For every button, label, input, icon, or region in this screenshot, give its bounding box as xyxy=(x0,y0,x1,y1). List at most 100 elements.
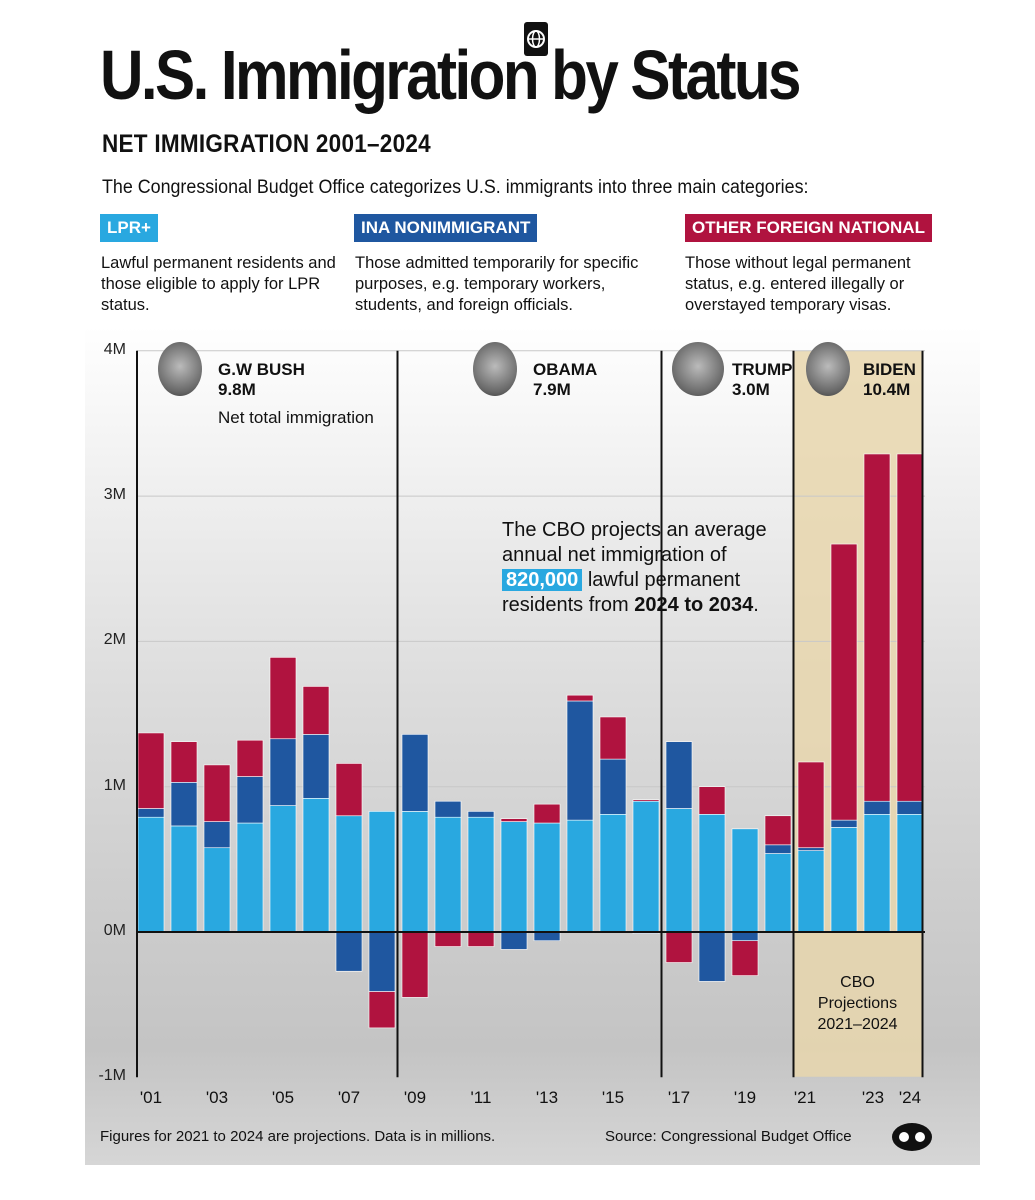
bar-2009-lpr xyxy=(401,811,429,933)
bar-2017-lpr xyxy=(665,808,693,933)
annotation-text: . xyxy=(753,594,759,616)
ina-description: Those admitted temporarily for specific … xyxy=(355,254,639,314)
lpr-description: Lawful permanent residents and those eli… xyxy=(101,254,336,314)
bar-2014-other xyxy=(566,694,594,702)
bar-2015-other xyxy=(599,716,627,760)
president-total: 10.4M xyxy=(863,380,911,399)
total-caption: Net total immigration xyxy=(218,408,374,427)
bar-2010-ina xyxy=(434,800,462,818)
bar-2011-lpr xyxy=(467,816,495,933)
legend-other: OTHER FOREIGN NATIONAL xyxy=(685,214,932,242)
intro-text: The Congressional Budget Office categori… xyxy=(102,177,809,198)
annotation-years: 2024 to 2034 xyxy=(634,594,754,616)
bar-2024-lpr xyxy=(896,814,924,933)
bar-2020-other xyxy=(764,815,792,846)
bar-2022-lpr xyxy=(830,827,858,933)
bar-2017-other xyxy=(665,931,693,963)
projection-label-line: Projections xyxy=(817,995,898,1012)
y-tick-label: 0M xyxy=(103,922,126,939)
bar-2016-lpr xyxy=(632,800,660,933)
bar-2003-ina xyxy=(203,821,231,849)
bar-2019-ina xyxy=(731,931,759,942)
president-total: 7.9M xyxy=(533,380,571,399)
x-tick-label: '11 xyxy=(470,1088,492,1107)
bar-2022-other xyxy=(830,543,858,821)
bar-2012-lpr xyxy=(500,821,528,933)
x-tick-label: '01 xyxy=(139,1088,163,1107)
bar-2017-ina xyxy=(665,741,693,809)
bar-2009-ina xyxy=(401,734,429,812)
x-tick-label: '21 xyxy=(793,1088,817,1107)
y-tick-label: 1M xyxy=(103,776,126,794)
bar-2018-other xyxy=(698,786,726,815)
bar-2009-other xyxy=(401,931,429,998)
footer-note: Figures for 2021 to 2024 are projections… xyxy=(100,1128,496,1145)
bar-2005-ina xyxy=(269,738,297,806)
bar-2010-other xyxy=(434,931,462,947)
bar-2008-lpr xyxy=(368,811,396,933)
bar-2014-ina xyxy=(566,700,594,821)
bar-2008-ina xyxy=(368,931,396,992)
visual-capitalist-logo xyxy=(892,1123,932,1151)
president-total: 9.8M xyxy=(218,380,256,399)
bar-2004-other xyxy=(236,739,264,777)
bar-2004-ina xyxy=(236,776,264,824)
bar-2011-other xyxy=(467,931,495,947)
other-description: Those without legal permanent status, e.… xyxy=(685,254,911,314)
bar-2015-lpr xyxy=(599,814,627,933)
y-tick-label: 2M xyxy=(103,631,126,649)
x-tick-label: '15 xyxy=(601,1088,625,1107)
annotation-highlight: 820,000 xyxy=(502,569,583,591)
source-text: Source: Congressional Budget Office xyxy=(605,1128,852,1145)
president-name: BIDEN xyxy=(863,360,916,379)
annotation-text: The CBO projects an average annual net i… xyxy=(502,519,767,566)
bar-2023-ina xyxy=(863,800,891,815)
legend-lpr: LPR+ xyxy=(100,214,158,242)
x-tick-label: '19 xyxy=(733,1088,757,1107)
bar-2006-other xyxy=(302,686,330,735)
x-tick-label: '17 xyxy=(667,1088,691,1107)
bar-2008-other xyxy=(368,991,396,1029)
bar-2006-ina xyxy=(302,734,330,799)
bar-2024-ina xyxy=(896,800,924,815)
bar-2024-other xyxy=(896,453,924,802)
president-name: OBAMA xyxy=(533,360,598,379)
x-tick-label: '23 xyxy=(861,1088,885,1107)
projection-label: CBO Projections 2021–2024 xyxy=(800,972,915,1035)
president-obama: OBAMA 7.9M xyxy=(533,360,597,400)
bar-2022-ina xyxy=(830,819,858,828)
bar-2002-ina xyxy=(170,782,198,827)
x-tick-label: '09 xyxy=(403,1088,427,1107)
president-biden: BIDEN 10.4M xyxy=(863,360,916,400)
president-name: TRUMP xyxy=(732,360,793,379)
y-tick-label: 4M xyxy=(103,340,126,358)
x-tick-label: '05 xyxy=(271,1088,295,1107)
obama-portrait xyxy=(473,342,517,396)
x-tick-label: '13 xyxy=(535,1088,559,1107)
bar-2019-other xyxy=(731,940,759,976)
bar-2012-ina xyxy=(500,931,528,950)
bar-2019-lpr xyxy=(731,828,759,933)
president-trump: TRUMP 3.0M xyxy=(732,360,792,400)
bar-2007-lpr xyxy=(335,815,363,933)
passport-globe-icon xyxy=(524,22,548,56)
bar-2016-other xyxy=(632,799,660,802)
x-tick-label: '03 xyxy=(205,1088,229,1107)
bar-2001-other xyxy=(137,732,165,809)
bar-2012-other xyxy=(500,818,528,822)
bar-2011-ina xyxy=(467,811,495,818)
bar-2015-ina xyxy=(599,758,627,815)
bar-2010-lpr xyxy=(434,816,462,933)
projection-label-line: CBO xyxy=(840,974,875,991)
bar-2005-other xyxy=(269,657,297,740)
bar-2006-lpr xyxy=(302,798,330,933)
bar-2001-ina xyxy=(137,808,165,818)
bar-2018-ina xyxy=(698,931,726,982)
president-bush: G.W BUSH 9.8M xyxy=(218,360,305,400)
page-title: U.S. Immigration by Status xyxy=(100,36,802,114)
x-tick-label: '07 xyxy=(337,1088,361,1107)
bar-2002-other xyxy=(170,741,198,783)
bar-2004-lpr xyxy=(236,822,264,933)
bar-2007-other xyxy=(335,763,363,817)
